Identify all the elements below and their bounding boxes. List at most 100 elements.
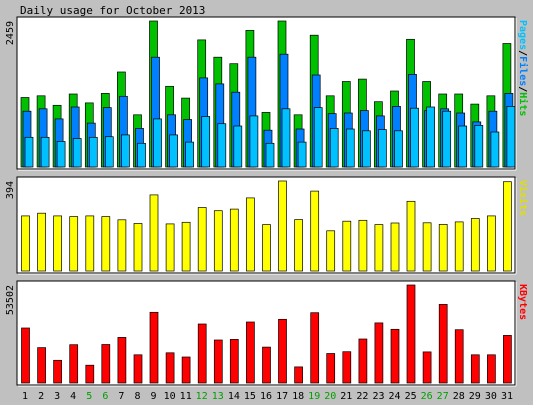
bar-kbytes-day-21: [342, 351, 352, 384]
x-tick-day-12: 12: [196, 391, 208, 402]
chart-title: Daily usage for October 2013: [20, 4, 205, 17]
bar-visits-day-16: [262, 224, 271, 272]
x-tick-day-10: 10: [164, 391, 176, 402]
side-legend-panel-3: KBytes: [517, 284, 528, 320]
bar-visits-day-28: [454, 221, 464, 272]
bar-kbytes-day-12: [197, 323, 207, 384]
x-tick-day-21: 21: [340, 391, 352, 402]
bar-pages-day-17: [281, 108, 291, 168]
ymax-label-panel-3: 53502: [5, 285, 16, 315]
bar-kbytes-day-6: [101, 344, 111, 384]
x-tick-day-20: 20: [324, 391, 336, 402]
x-tick-day-11: 11: [180, 391, 192, 402]
x-tick-day-13: 13: [212, 391, 224, 402]
x-tick-day-14: 14: [228, 391, 240, 402]
legend-part-1-3: /: [517, 86, 528, 92]
bar-kbytes-day-2: [37, 347, 46, 384]
bar-visits-day-9: [149, 194, 159, 272]
x-tick-day-26: 26: [421, 391, 433, 402]
bar-visits-day-3: [53, 215, 62, 272]
bar-kbytes-day-28: [454, 329, 464, 384]
bar-pages-day-21: [345, 128, 355, 168]
bar-kbytes-day-15: [246, 321, 255, 384]
legend-part-3-0: KBytes: [517, 284, 528, 320]
bar-kbytes-day-26: [422, 351, 432, 384]
x-tick-day-4: 4: [70, 391, 76, 402]
bar-kbytes-day-20: [326, 353, 336, 384]
bar-pages-day-2: [40, 136, 50, 168]
bar-kbytes-day-16: [262, 346, 271, 384]
bar-pages-day-23: [378, 129, 387, 168]
bar-pages-day-4: [72, 138, 82, 168]
bar-visits-day-17: [278, 180, 287, 272]
x-tick-day-25: 25: [405, 391, 417, 402]
x-tick-day-29: 29: [469, 391, 481, 402]
bar-visits-day-29: [470, 218, 480, 272]
bar-pages-day-11: [185, 141, 194, 168]
bar-visits-day-1: [21, 215, 30, 272]
bar-visits-day-4: [69, 216, 79, 272]
bar-kbytes-day-5: [85, 364, 95, 384]
bar-visits-day-2: [37, 212, 46, 272]
bar-kbytes-day-11: [181, 356, 191, 384]
bar-visits-day-30: [487, 215, 496, 272]
bar-pages-day-5: [88, 136, 98, 168]
bar-kbytes-day-4: [69, 344, 79, 384]
bar-kbytes-day-8: [133, 354, 143, 384]
bar-kbytes-day-19: [310, 312, 320, 384]
bar-kbytes-day-17: [278, 318, 287, 384]
x-tick-day-9: 9: [150, 391, 156, 402]
x-tick-day-24: 24: [388, 391, 400, 402]
bar-visits-day-24: [390, 222, 400, 272]
x-tick-day-18: 18: [292, 391, 304, 402]
legend-part-2-0: Visits: [517, 180, 529, 216]
bar-pages-day-20: [329, 128, 339, 168]
bar-visits-day-31: [503, 181, 512, 272]
bar-visits-day-27: [438, 224, 448, 272]
legend-part-1-4: Hits: [517, 92, 529, 116]
bar-kbytes-day-1: [21, 327, 30, 384]
bar-visits-day-11: [181, 221, 191, 272]
ymax-label-panel-1: 2459: [5, 21, 16, 45]
bar-kbytes-day-7: [117, 337, 127, 384]
bar-visits-day-20: [326, 230, 336, 272]
bar-kbytes-day-31: [503, 335, 512, 384]
bar-kbytes-day-23: [374, 322, 384, 384]
bar-pages-day-12: [201, 116, 211, 168]
bar-visits-day-12: [197, 207, 207, 272]
bar-pages-day-18: [297, 141, 307, 168]
bar-pages-day-29: [474, 125, 484, 168]
x-tick-day-15: 15: [244, 391, 256, 402]
bar-kbytes-day-27: [438, 304, 448, 384]
bar-pages-day-16: [265, 142, 275, 168]
bar-visits-day-21: [342, 220, 352, 272]
x-tick-day-5: 5: [86, 391, 92, 402]
bar-pages-day-8: [137, 142, 146, 168]
x-tick-day-3: 3: [54, 391, 60, 402]
bar-kbytes-day-3: [53, 359, 62, 384]
bar-pages-day-13: [217, 123, 227, 168]
bar-pages-day-31: [506, 106, 516, 168]
bar-pages-day-22: [362, 130, 371, 168]
bar-visits-day-7: [117, 219, 127, 272]
bar-visits-day-14: [229, 208, 239, 272]
bar-kbytes-day-29: [470, 354, 480, 384]
legend-part-1-1: /: [517, 50, 528, 56]
bar-pages-day-27: [442, 110, 452, 168]
x-tick-day-27: 27: [437, 391, 449, 402]
x-tick-day-22: 22: [356, 391, 368, 402]
x-tick-day-23: 23: [372, 391, 384, 402]
bar-visits-day-8: [133, 223, 143, 272]
bar-pages-day-30: [490, 131, 500, 168]
x-tick-day-19: 19: [308, 391, 320, 402]
x-tick-day-16: 16: [260, 391, 272, 402]
bar-kbytes-day-14: [229, 339, 239, 384]
x-tick-day-1: 1: [22, 391, 28, 402]
x-tick-day-2: 2: [38, 391, 44, 402]
bar-visits-day-15: [246, 197, 255, 272]
x-tick-day-6: 6: [102, 391, 108, 402]
bar-kbytes-day-30: [487, 354, 496, 384]
bar-pages-day-15: [249, 115, 259, 168]
bar-pages-day-26: [426, 106, 435, 168]
